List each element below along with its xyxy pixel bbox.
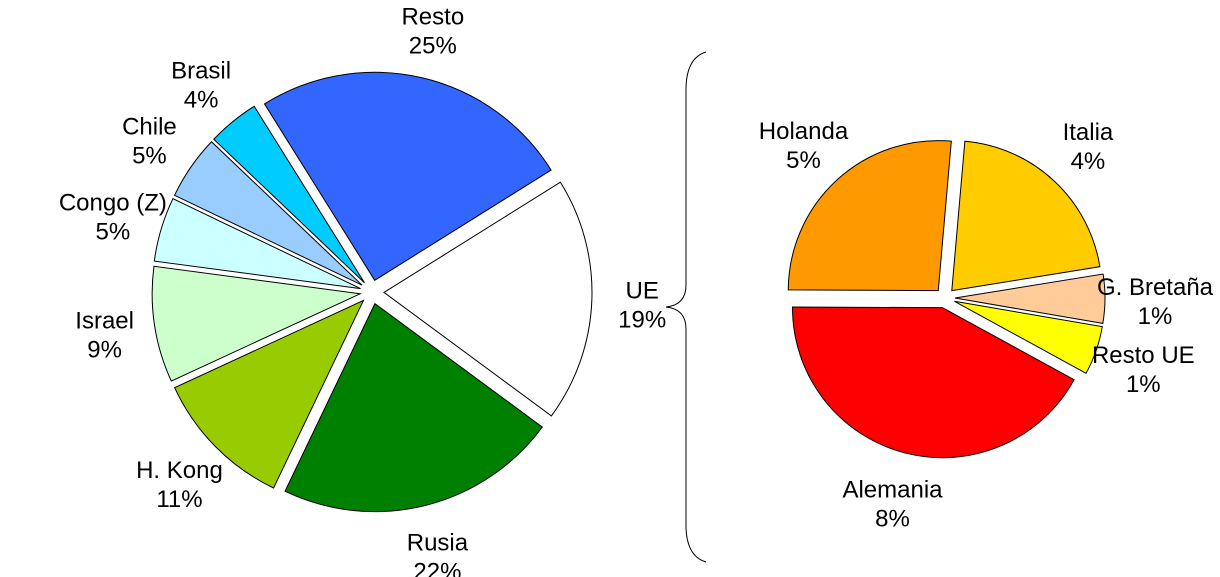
slice-value: 22%	[413, 558, 461, 577]
slice-name: G. Bretaña	[1097, 274, 1214, 301]
pie-slice	[284, 302, 544, 513]
slice-name: H. Kong	[136, 457, 223, 484]
pie-slice	[954, 300, 1103, 374]
slice-label: Resto UE 1%	[1092, 342, 1195, 398]
pie-slice	[151, 265, 362, 382]
slice-value: 8%	[875, 505, 910, 532]
slice-label: H. Kong 11%	[136, 457, 223, 513]
slice-value: 11%	[156, 486, 202, 513]
slice-label: Israel 9%	[75, 307, 134, 363]
slice-value: 1%	[1126, 371, 1161, 398]
bracket	[665, 51, 707, 563]
slice-name: Alemania	[842, 476, 943, 503]
pie-slice	[173, 141, 363, 286]
slice-name: Resto	[401, 4, 464, 31]
slice-value: 5%	[132, 142, 167, 169]
slice-name: Brasil	[171, 57, 231, 84]
pie-slice	[173, 299, 365, 489]
pie-slice	[792, 306, 1075, 459]
slice-name: UE	[626, 277, 659, 304]
slice-value: 19%	[618, 306, 666, 333]
pie-slice	[153, 198, 361, 290]
slice-name: Israel	[75, 307, 134, 334]
slice-value: 9%	[87, 336, 122, 363]
slice-name: Congo (Z)	[59, 190, 167, 217]
pie-slice	[213, 105, 365, 284]
pie-slice	[787, 140, 952, 292]
slice-label: Resto 25%	[401, 4, 464, 60]
slice-name: Chile	[122, 113, 177, 140]
slice-label: Italia 4%	[1063, 119, 1114, 175]
slice-value: 1%	[1138, 303, 1173, 330]
slice-label: Chile 5%	[122, 113, 177, 169]
pie-slice	[383, 181, 593, 417]
slice-label: Congo (Z) 5%	[59, 190, 167, 246]
slice-name: Resto UE	[1092, 342, 1195, 369]
slice-name: Italia	[1063, 119, 1114, 146]
slice-label: G. Bretaña 1%	[1097, 274, 1214, 330]
slice-label: Brasil 4%	[171, 57, 231, 113]
pie-slice	[951, 140, 1101, 292]
slice-value: 4%	[1071, 148, 1106, 175]
slice-name: Holanda	[759, 118, 849, 145]
pie-slice	[263, 71, 552, 281]
slice-label: UE 19%	[618, 277, 666, 333]
slice-value: 25%	[409, 33, 457, 60]
slice-name: Rusia	[407, 529, 469, 556]
slice-label: Alemania 8%	[842, 476, 943, 532]
slice-value: 5%	[786, 147, 821, 174]
slice-label: Holanda 5%	[759, 118, 849, 174]
slice-value: 4%	[184, 86, 219, 113]
pie-slice	[954, 273, 1106, 324]
slice-label: Rusia 22%	[407, 529, 469, 577]
slice-value: 5%	[96, 219, 131, 246]
